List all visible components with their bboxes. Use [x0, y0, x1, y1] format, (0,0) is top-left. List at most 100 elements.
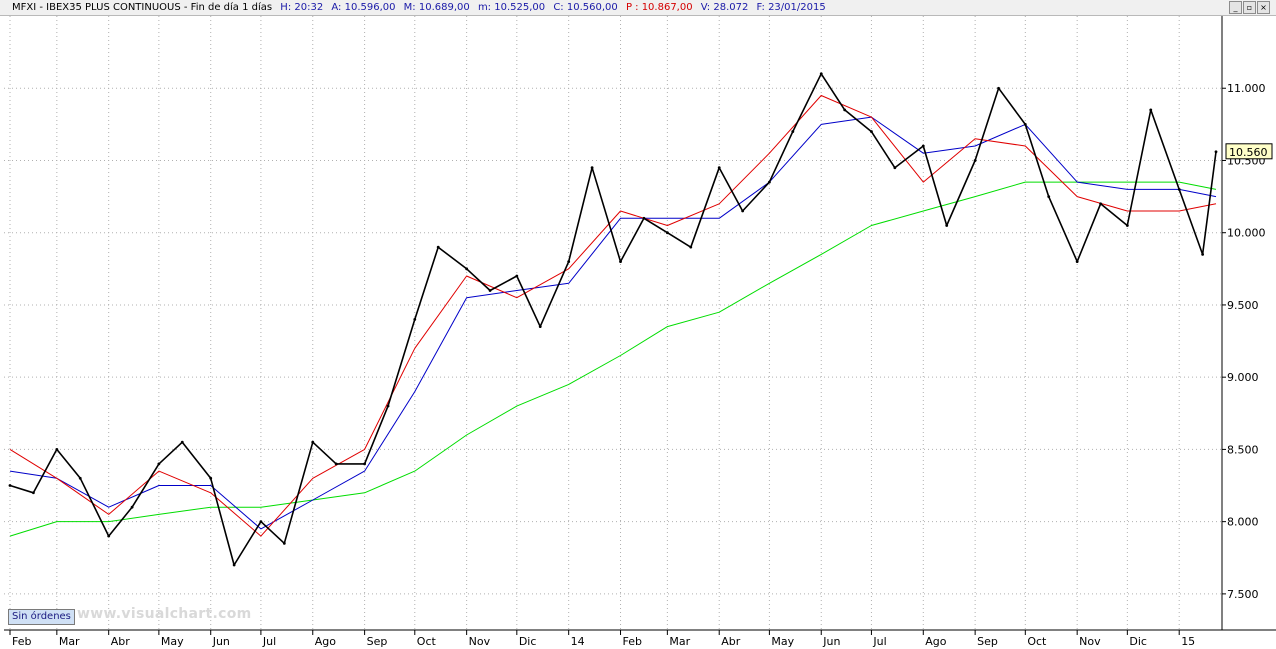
x-tick-label: Abr — [111, 635, 131, 648]
price-point — [567, 260, 571, 263]
medium-ma-line — [9, 116, 1217, 530]
x-tick-label: Feb — [12, 635, 31, 648]
minimize-button[interactable]: _ — [1229, 1, 1242, 14]
slow-ma-line — [9, 181, 1217, 537]
price-point — [819, 72, 823, 76]
volume-value: V: 28.072 — [700, 2, 749, 13]
window-buttons: _ ▫ × — [1229, 1, 1270, 14]
symbol-label: MFXI - IBEX35 PLUS CONTINUOUS - Fin de d… — [12, 2, 273, 13]
price-point — [363, 462, 367, 466]
price-point — [209, 476, 213, 480]
y-tick-label: 8.000 — [1227, 516, 1259, 529]
x-tick-label: 14 — [571, 635, 585, 648]
fast-ma-line — [9, 95, 1217, 537]
close-value: C: 10.560,00 — [553, 2, 618, 13]
x-tick-label: Sep — [367, 635, 388, 648]
price-point — [232, 563, 236, 567]
open-value: A: 10.596,00 — [331, 2, 396, 13]
watermark-text: www.visualchart.com — [77, 606, 252, 622]
price-point — [590, 166, 594, 170]
x-tick-label: Oct — [1027, 635, 1047, 648]
y-tick-label: 9.500 — [1227, 299, 1259, 312]
price-point — [157, 462, 161, 466]
price-point — [1149, 108, 1153, 112]
x-tick-label: Oct — [417, 635, 437, 648]
price-point — [1075, 260, 1079, 263]
price-point — [8, 484, 12, 487]
price-point — [180, 440, 184, 444]
x-tick-label: Jun — [822, 635, 840, 648]
price-point — [259, 520, 263, 524]
x-tick-label: Dic — [519, 635, 537, 648]
price-point — [1023, 122, 1027, 126]
x-tick-label: May — [161, 635, 184, 648]
price-point — [689, 245, 693, 249]
y-tick-label: 7.500 — [1227, 588, 1259, 601]
pivot-value: P : 10.867,00 — [625, 2, 693, 13]
low-value: m: 10.525,00 — [477, 2, 546, 13]
x-tick-label: May — [771, 635, 794, 648]
price-point — [997, 86, 1000, 90]
price-point — [1214, 150, 1218, 154]
x-tick-label: Nov — [469, 635, 491, 648]
time-label: H: 20:32 — [280, 2, 324, 13]
x-tick-label: Jul — [872, 635, 886, 648]
y-tick-label: 9.000 — [1227, 371, 1259, 384]
close-button[interactable]: × — [1257, 1, 1270, 14]
x-tick-label: Jul — [262, 635, 276, 648]
x-tick-label: Sep — [977, 635, 998, 648]
x-tick-label: 15 — [1181, 635, 1195, 648]
x-tick-label: Mar — [669, 635, 690, 648]
x-tick-label: Dic — [1129, 635, 1147, 648]
price-point — [893, 166, 897, 170]
x-tick-label: Abr — [721, 635, 741, 648]
price-point — [843, 108, 847, 112]
last-price-box — [1225, 143, 1273, 160]
price-point — [78, 476, 82, 480]
price-point — [791, 130, 795, 133]
x-tick-label: Nov — [1079, 635, 1101, 648]
price-point — [1099, 202, 1102, 206]
price-point — [741, 209, 745, 213]
x-tick-label: Ago — [315, 635, 337, 648]
high-value: M: 10.689,00 — [403, 2, 470, 13]
price-point — [619, 260, 622, 263]
date-value: F: 23/01/2015 — [756, 2, 826, 13]
price-point — [130, 505, 134, 509]
price-point — [488, 289, 492, 292]
price-point — [107, 534, 111, 538]
y-tick-label: 11.000 — [1227, 82, 1266, 95]
price-point — [538, 325, 542, 329]
price-chart[interactable]: 7.5008.0008.5009.0009.50010.00010.50011.… — [0, 16, 1276, 649]
price-point — [921, 144, 925, 148]
price-point — [767, 180, 771, 184]
y-tick-label: 10.000 — [1227, 227, 1266, 240]
x-tick-label: Mar — [59, 635, 80, 648]
price-point — [665, 231, 669, 235]
price-point — [717, 166, 721, 170]
price-point — [311, 440, 315, 444]
price-point — [282, 541, 286, 545]
price-point — [1177, 187, 1181, 191]
y-tick-label: 8.500 — [1227, 443, 1259, 456]
maximize-button[interactable]: ▫ — [1243, 1, 1256, 14]
price-point — [945, 224, 949, 227]
price-point — [32, 491, 35, 495]
price-point — [642, 216, 646, 220]
price-point — [413, 317, 417, 321]
price-point — [515, 274, 519, 278]
price-point — [55, 448, 59, 451]
price-point — [870, 130, 873, 133]
price-point — [436, 245, 440, 249]
price-point — [1201, 252, 1205, 256]
last-price-label: 10.560 — [1229, 146, 1268, 159]
x-tick-label: Jun — [212, 635, 230, 648]
price-point — [1047, 195, 1051, 198]
x-tick-label: Feb — [623, 635, 642, 648]
price-point — [465, 267, 469, 271]
orders-badge[interactable]: Sin órdenes — [8, 609, 75, 625]
price-point — [1125, 224, 1129, 227]
price-point — [386, 404, 390, 408]
price-point — [334, 462, 338, 466]
